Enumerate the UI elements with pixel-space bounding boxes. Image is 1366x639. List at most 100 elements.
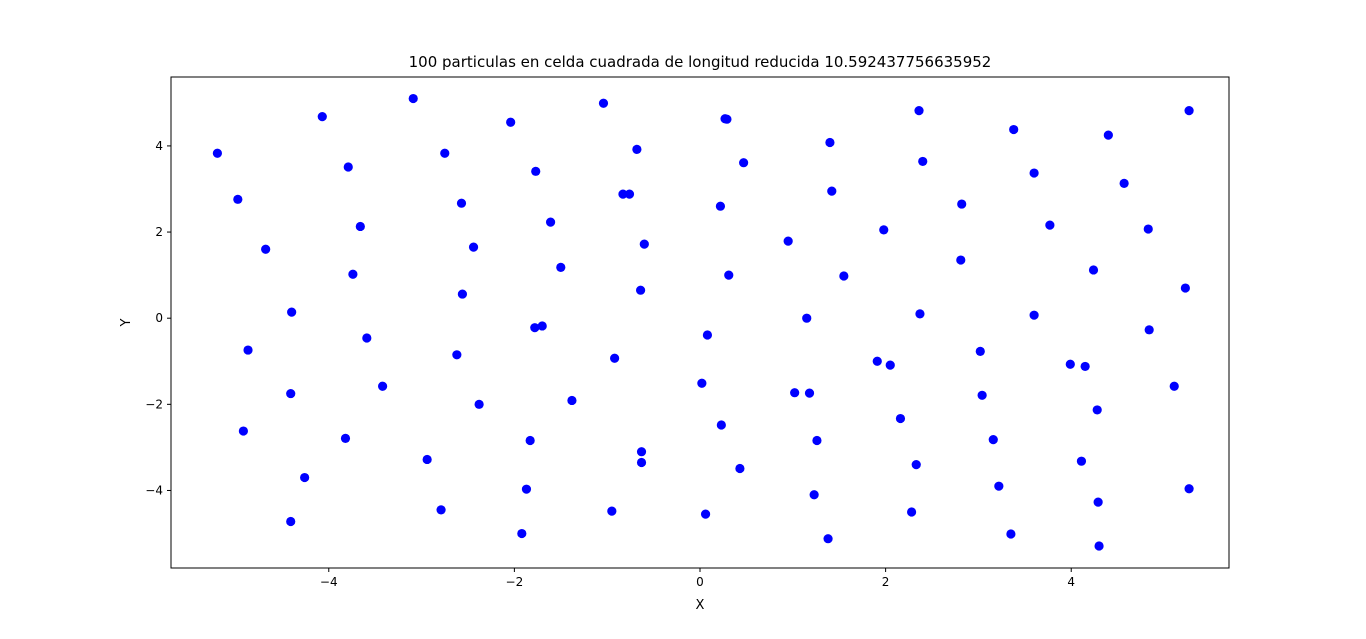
data-point <box>1184 484 1194 494</box>
data-point <box>1006 529 1016 539</box>
y-tick-label: −2 <box>145 397 163 411</box>
data-point <box>517 528 527 539</box>
data-point <box>567 395 577 406</box>
data-point <box>809 490 819 500</box>
data-point <box>618 189 628 199</box>
data-point <box>911 460 921 470</box>
x-tick-label: 0 <box>696 575 704 589</box>
data-point <box>1144 325 1154 335</box>
data-point <box>722 114 732 124</box>
data-point <box>287 307 297 317</box>
data-point <box>378 381 388 391</box>
data-point <box>827 186 837 196</box>
data-point <box>1029 168 1039 178</box>
data-point <box>724 270 734 280</box>
x-tick-label: −2 <box>506 575 524 589</box>
data-point <box>715 201 726 211</box>
x-tick-label: 4 <box>1067 575 1075 589</box>
data-point <box>422 454 432 465</box>
data-point <box>506 117 516 127</box>
data-point <box>839 271 849 281</box>
data-point <box>436 505 446 515</box>
data-point <box>988 435 998 445</box>
data-point <box>531 166 541 176</box>
x-axis-label: X <box>696 598 705 613</box>
chart-title: 100 particulas en celda cuadrada de long… <box>409 53 992 71</box>
data-point <box>1092 405 1102 415</box>
data-point <box>783 236 793 246</box>
data-point <box>716 420 726 430</box>
data-point <box>895 413 906 424</box>
data-point <box>408 93 418 104</box>
data-point <box>340 433 351 443</box>
data-point <box>440 148 450 158</box>
data-point <box>286 388 296 399</box>
data-point <box>639 239 649 249</box>
data-point <box>823 534 833 544</box>
y-axis-label: Y <box>119 318 134 327</box>
data-point <box>521 484 532 494</box>
y-tick-label: 0 <box>155 311 163 325</box>
data-point <box>456 198 467 208</box>
x-tick-label: −4 <box>320 575 338 589</box>
data-point <box>1143 224 1153 234</box>
data-point <box>879 225 889 235</box>
data-point <box>243 345 253 355</box>
data-point <box>317 112 327 122</box>
data-point <box>812 435 822 446</box>
data-point <box>348 269 358 279</box>
data-point <box>452 350 462 360</box>
data-point <box>975 346 985 356</box>
data-point <box>956 255 966 265</box>
data-point <box>457 289 468 299</box>
data-point <box>1045 220 1055 230</box>
data-point <box>1029 310 1039 320</box>
y-tick-label: 2 <box>155 225 163 239</box>
data-point <box>977 390 987 400</box>
data-point <box>825 137 835 148</box>
data-point <box>362 333 372 343</box>
y-tick-label: 4 <box>155 139 163 153</box>
data-point <box>1088 265 1099 275</box>
data-point <box>1094 541 1104 551</box>
data-point <box>872 356 882 366</box>
data-point <box>804 388 815 398</box>
data-point <box>1180 283 1190 293</box>
data-point <box>1080 361 1090 372</box>
data-point <box>468 242 479 252</box>
data-point <box>636 447 647 457</box>
data-point <box>1119 178 1129 188</box>
data-point <box>343 162 353 172</box>
data-point <box>700 509 711 519</box>
y-tick-label: −4 <box>145 483 163 497</box>
data-point <box>1009 124 1019 135</box>
data-point <box>474 399 484 409</box>
data-point <box>915 309 925 319</box>
data-point <box>355 221 365 232</box>
data-point <box>537 321 547 331</box>
data-point <box>598 98 609 108</box>
data-point <box>957 199 967 209</box>
data-point <box>1076 456 1087 466</box>
data-point <box>545 217 556 227</box>
data-point <box>632 144 642 154</box>
data-point <box>735 463 745 474</box>
data-point <box>994 481 1004 491</box>
data-point <box>802 313 812 323</box>
data-point <box>607 506 617 516</box>
data-point <box>885 360 895 370</box>
axes-frame <box>170 76 1230 569</box>
data-point <box>525 435 535 446</box>
data-point <box>697 378 707 388</box>
data-point <box>530 323 540 333</box>
data-point <box>1093 497 1103 507</box>
data-points <box>212 93 1194 551</box>
y-axis: −4 −2 0 2 4 <box>145 139 171 497</box>
data-point <box>790 388 800 398</box>
data-point <box>1184 105 1194 116</box>
x-tick-label: 2 <box>882 575 890 589</box>
data-point <box>739 158 749 168</box>
data-point <box>907 507 917 517</box>
